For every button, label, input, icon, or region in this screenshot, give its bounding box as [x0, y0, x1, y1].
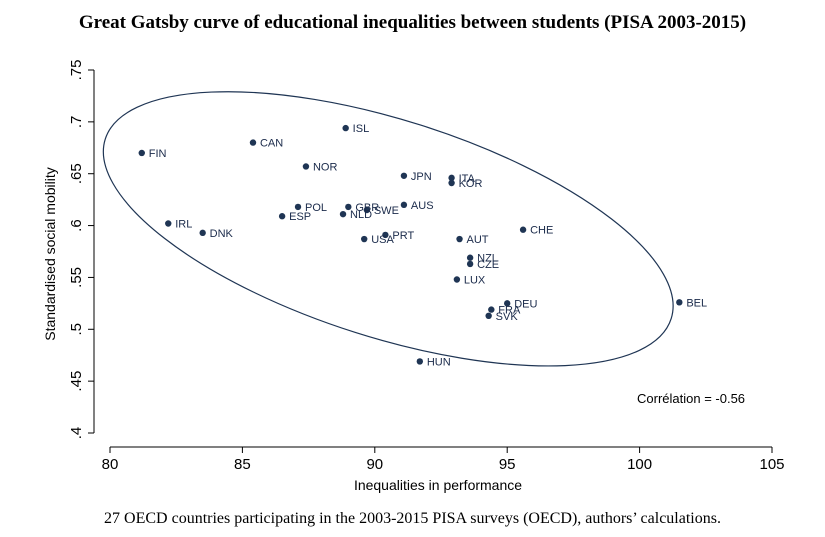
point-label-pol: POL: [305, 202, 327, 214]
point-label-nzl: NZL: [477, 253, 498, 265]
point-pol: [294, 203, 302, 211]
point-label-aus: AUS: [411, 200, 434, 212]
point-esp: [278, 213, 286, 220]
point-lux: [453, 276, 461, 283]
x-axis: 80 85 90 95 100 105: [102, 446, 785, 473]
point-deu: [504, 300, 511, 307]
point-label-kor: KOR: [459, 178, 483, 190]
point-nzl: [466, 254, 474, 261]
point-che: [519, 226, 527, 233]
point-label-svk: SVK: [496, 311, 519, 323]
y-tick-label: .6: [68, 219, 85, 232]
point-fra: [488, 306, 495, 313]
x-tick-label: 100: [627, 456, 652, 473]
x-axis-title: Inequalities in performance: [354, 477, 522, 493]
point-label-usa: USA: [371, 234, 394, 246]
point-label-isl: ISL: [353, 123, 370, 135]
y-tick-label: .4: [68, 427, 85, 440]
point-swe: [363, 206, 371, 214]
point-label-nor: NOR: [313, 161, 338, 173]
point-can: [249, 139, 257, 146]
point-label-aut: AUT: [467, 234, 489, 246]
point-fin: [138, 149, 145, 157]
x-axis-title-box: [340, 472, 536, 498]
point-label-deu: DEU: [514, 298, 537, 310]
x-tick-label: 85: [234, 456, 251, 473]
point-kor: [448, 179, 455, 187]
y-axis-title-box: [38, 150, 62, 358]
point-label-ita: ITA: [459, 173, 476, 185]
point-aut: [456, 235, 463, 243]
point-label-can: CAN: [260, 138, 283, 150]
y-tick-label: .55: [68, 267, 85, 288]
point-nld: [339, 210, 347, 218]
x-tick-label: 105: [759, 456, 784, 473]
data-points: [138, 124, 683, 365]
y-tick-label: .65: [68, 163, 85, 184]
y-axis: .4 .45 .5 .55 .6 .65 .7 .75: [68, 60, 95, 440]
y-tick-label: .75: [68, 60, 85, 81]
point-label-jpn: JPN: [411, 171, 432, 183]
point-usa: [361, 235, 368, 243]
chart-caption: 27 OECD countries participating in the 2…: [104, 510, 721, 527]
y-tick-label: .45: [68, 371, 85, 392]
point-gbr: [345, 203, 352, 211]
x-tick-label: 90: [366, 456, 383, 473]
point-label-lux: LUX: [464, 275, 486, 287]
point-hun: [416, 358, 424, 365]
y-axis-title: Standardised social mobility: [42, 167, 58, 341]
point-svk: [485, 312, 492, 320]
y-tick-label: .7: [68, 116, 85, 129]
x-tick-label: 95: [499, 456, 516, 473]
point-label-esp: ESP: [289, 211, 311, 223]
x-tick-label: 80: [102, 456, 119, 473]
point-label-nld: NLD: [350, 209, 372, 221]
point-label-gbr: GBR: [355, 202, 379, 214]
chart-title: Great Gatsby curve of educational inequa…: [78, 12, 747, 33]
point-dnk: [199, 229, 206, 237]
point-prt: [382, 231, 389, 239]
correlation-annotation: Corrélation = -0.56: [637, 391, 745, 406]
point-label-hun: HUN: [427, 356, 451, 368]
point-isl: [342, 124, 349, 132]
point-cze: [466, 260, 474, 268]
point-irl: [165, 220, 172, 227]
point-label-swe: SWE: [374, 205, 399, 217]
point-aus: [400, 201, 408, 209]
point-label-dnk: DNK: [210, 228, 234, 240]
point-label-bel: BEL: [686, 297, 707, 309]
y-tick-label: .5: [68, 323, 85, 336]
confidence-ellipse-layer: [102, 91, 674, 367]
point-bel: [676, 299, 683, 306]
point-jpn: [400, 172, 408, 179]
point-label-che: CHE: [530, 225, 553, 237]
point-label-cze: CZE: [477, 259, 499, 271]
point-ita: [448, 174, 455, 182]
point-label-irl: IRL: [175, 218, 192, 230]
point-nor: [302, 163, 310, 170]
confidence-ellipse: [102, 91, 674, 367]
point-label-prt: PRT: [392, 230, 414, 242]
point-label-fra: FRA: [498, 305, 521, 317]
point-label-fin: FIN: [149, 148, 167, 160]
